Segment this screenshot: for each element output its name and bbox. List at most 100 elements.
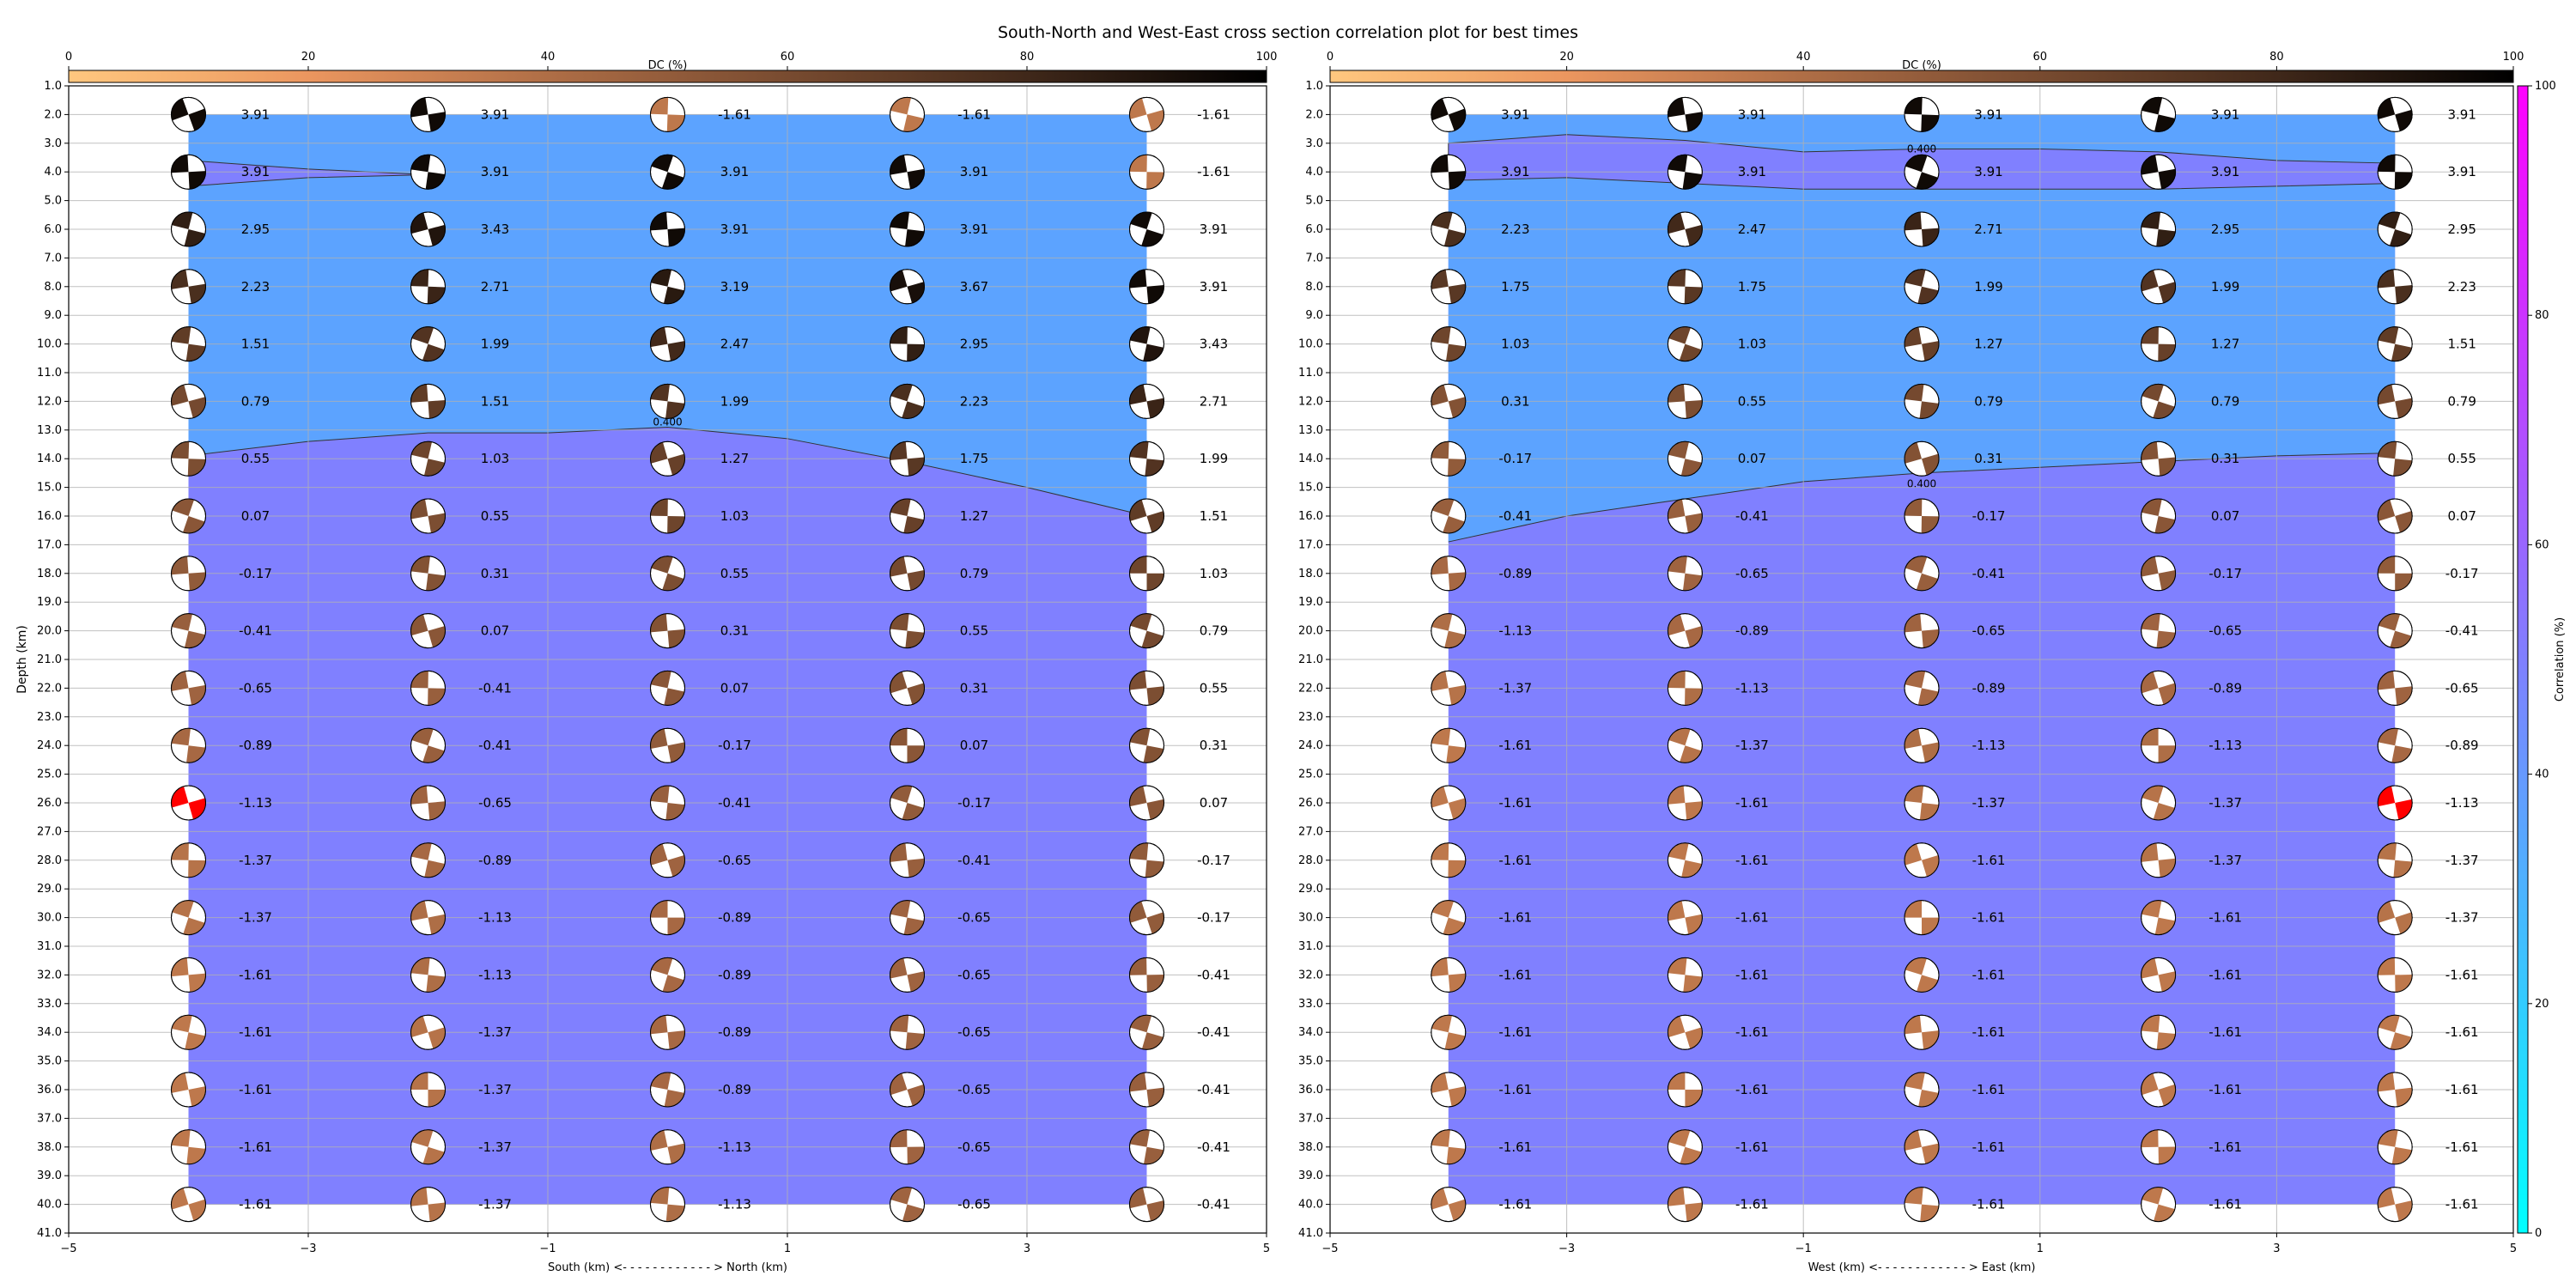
score-label: -1.37	[478, 1082, 512, 1097]
score-label: -1.13	[478, 910, 512, 926]
score-label: -0.41	[1197, 1139, 1230, 1155]
beachball-quadrant	[905, 630, 925, 648]
beachball-quadrant	[2158, 745, 2176, 763]
beachball-rim	[410, 900, 446, 936]
score-label: -1.61	[1735, 910, 1769, 926]
beachball	[1431, 96, 1467, 132]
beachball-rim	[1129, 1014, 1164, 1050]
score-label: -1.37	[478, 1197, 512, 1212]
beachball	[1431, 498, 1467, 534]
beachball-quadrant	[1129, 786, 1147, 807]
beachball	[890, 154, 925, 190]
beachball	[2377, 1014, 2413, 1050]
score-label: -1.61	[1735, 795, 1769, 811]
beachball-rim	[650, 326, 685, 362]
beachball-quadrant	[428, 801, 446, 820]
dc-colorbar-tick-label: 20	[301, 51, 316, 64]
beachball-rim	[890, 383, 925, 419]
beachball-quadrant	[1922, 742, 1939, 762]
beachball	[171, 154, 206, 190]
beachball-rim	[1431, 957, 1467, 993]
beachball-quadrant	[188, 108, 206, 131]
beachball-quadrant	[1668, 269, 1686, 287]
beachball-quadrant	[2141, 900, 2162, 918]
score-label: 2.23	[241, 279, 270, 295]
beachball-rim	[1431, 154, 1467, 190]
x-tick-label: −5	[60, 1242, 76, 1255]
beachball-rim	[650, 1072, 685, 1108]
beachball-rim	[2377, 498, 2413, 534]
beachball-rim	[410, 440, 446, 477]
beachball-quadrant	[1681, 860, 1702, 878]
beachball-rim	[410, 269, 446, 305]
beachball-quadrant	[1905, 269, 1926, 287]
x-tick-label: −1	[1795, 1242, 1812, 1255]
score-label: -0.65	[957, 1024, 991, 1040]
beachball-quadrant	[171, 1015, 192, 1033]
panel-1: DC (%) 0 20 40 60 80 100 0.400 1.0 2.0 3.0 4.0 5.0 6.…	[15, 51, 1277, 1274]
beachball-quadrant	[1922, 1030, 1939, 1050]
score-label: 0.55	[2447, 451, 2476, 466]
beachball	[171, 1014, 206, 1050]
beachball	[2377, 440, 2413, 477]
beachball-rim	[410, 957, 446, 993]
beachball-quadrant	[171, 326, 191, 344]
score-label: 1.03	[481, 451, 509, 466]
beachball	[1667, 842, 1703, 878]
beachball-rim	[1129, 383, 1164, 419]
beachball	[1904, 842, 1940, 878]
beachball-rim	[650, 96, 685, 132]
beachball-rim	[2377, 613, 2413, 649]
score-label: 1.99	[1974, 279, 2002, 295]
score-label: 0.79	[960, 566, 988, 581]
beachball-quadrant	[171, 98, 189, 121]
y-tick-label: 8.0	[44, 281, 62, 294]
beachball-quadrant	[2156, 1032, 2176, 1050]
beachball	[650, 785, 685, 821]
score-label: -1.61	[2445, 967, 2479, 982]
beachball-quadrant	[1448, 459, 1466, 477]
beachball-quadrant	[2141, 1129, 2159, 1148]
beachball-quadrant	[1905, 499, 1923, 516]
score-label: -0.89	[718, 910, 751, 926]
beachball	[890, 842, 925, 878]
beachball-quadrant	[2378, 384, 2396, 405]
beachball-quadrant	[650, 326, 668, 348]
beachball	[650, 727, 685, 763]
beachball-quadrant	[428, 688, 446, 706]
score-label: -0.89	[718, 1024, 751, 1040]
beachball-quadrant	[2142, 499, 2162, 516]
beachball-quadrant	[185, 343, 206, 361]
beachball-quadrant	[185, 1032, 206, 1050]
beachball-rim	[171, 785, 206, 821]
beachball-rim	[1904, 440, 1940, 477]
score-label: 3.91	[2447, 106, 2476, 122]
beachball-quadrant	[1144, 1146, 1164, 1164]
beachball-quadrant	[410, 957, 430, 975]
beachball	[2141, 613, 2177, 649]
beachball-rim	[1431, 556, 1467, 592]
beachball-quadrant	[907, 343, 925, 361]
beachball-rim	[1431, 1072, 1467, 1108]
beachball	[2141, 900, 2177, 936]
beachball-rim	[890, 269, 925, 305]
score-label: -1.61	[239, 1082, 272, 1097]
corr-colorbar-tick-label: 100	[2535, 80, 2556, 93]
beachball	[1129, 670, 1164, 706]
score-label: -1.61	[239, 1197, 272, 1212]
beachball	[171, 556, 206, 592]
beachball	[2141, 154, 2177, 190]
score-label: -0.41	[718, 795, 751, 811]
beachball-quadrant	[1446, 745, 1466, 763]
score-label: -0.65	[957, 1082, 991, 1097]
score-label: -1.61	[1498, 910, 1532, 926]
beachball-quadrant	[667, 629, 685, 648]
beachball	[1667, 785, 1703, 821]
beachball-rim	[1431, 785, 1467, 821]
beachball-rim	[410, 383, 446, 419]
beachball-rim	[410, 1014, 446, 1050]
beachball-quadrant	[410, 556, 430, 574]
y-tick-label: 34.0	[1298, 1026, 1323, 1039]
beachball-quadrant	[650, 1072, 671, 1090]
beachball	[410, 383, 446, 419]
